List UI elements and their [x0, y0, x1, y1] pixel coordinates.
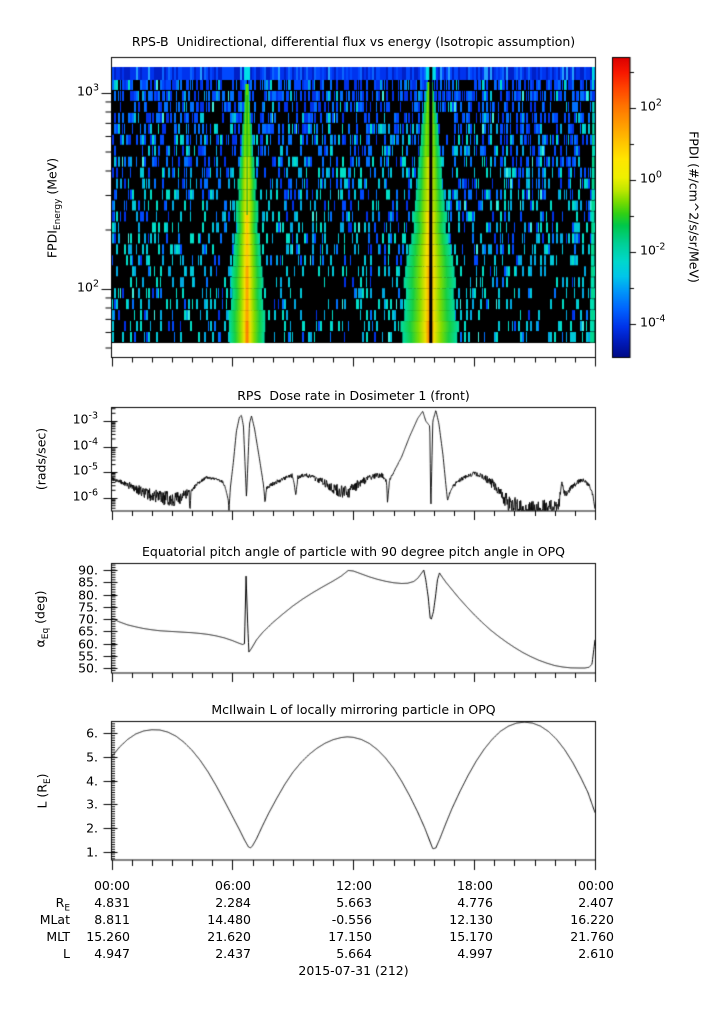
mlat-value: 14.480: [207, 912, 251, 927]
mlt-value: 21.760: [570, 929, 614, 944]
row-label-mlt: MLT: [46, 929, 70, 944]
axis-tick-label: 10-6: [72, 487, 98, 504]
re-value: 4.776: [457, 895, 493, 910]
axis-tick-label: 10-3: [72, 410, 98, 427]
l-value: 5.664: [336, 946, 372, 961]
re-value: 2.407: [578, 895, 614, 910]
footer-row-l: L 4.947 2.437 5.664 4.997 2.610: [0, 947, 725, 963]
time-axis-labels: 00:00 06:00 12:00 18:00 00:00: [0, 879, 725, 895]
mlt-value: 15.170: [449, 929, 493, 944]
l-value: 2.610: [578, 946, 614, 961]
axis-tick-label: 80.: [78, 587, 98, 602]
l-value: 4.997: [457, 946, 493, 961]
time-label: 06:00: [214, 878, 251, 893]
date-label: 2015-07-31 (212): [298, 963, 409, 978]
axis-tick-label: 55.: [78, 648, 98, 664]
axis-tick-label: 10-4: [640, 313, 666, 330]
re-value: 2.284: [215, 895, 251, 910]
axis-tick-label: 90.: [78, 562, 98, 578]
axis-tick-label: 4.: [86, 773, 98, 789]
footer-row-mlt: MLT 15.260 21.620 17.150 15.170 21.760: [0, 930, 725, 946]
spectrogram-ylabel: FPDIEnergy (MeV): [44, 157, 64, 259]
mlat-value: 16.220: [570, 912, 614, 927]
lshell-title: McIlwain L of locally mirroring particle…: [211, 702, 496, 717]
spectrogram-title: RPS-B Unidirectional, differential flux …: [131, 34, 576, 49]
dose-title: RPS Dose rate in Dosimeter 1 (front): [237, 388, 470, 403]
axis-tick-label: 60.: [78, 636, 98, 651]
mlt-value: 15.260: [86, 929, 130, 944]
pitch-title: Equatorial pitch angle of particle with …: [141, 544, 566, 559]
re-value: 5.663: [336, 895, 372, 910]
axis-tick-label: 102: [77, 278, 99, 295]
axis-tick-label: 2.: [86, 820, 98, 836]
axis-tick-label: 10-4: [72, 436, 98, 453]
footer-row-mlat: MLat 8.811 14.480 -0.556 12.130 16.220: [0, 913, 725, 929]
axis-tick-label: 75.: [78, 599, 98, 615]
row-label-re: RE: [55, 895, 70, 914]
axis-tick-label: 10-2: [640, 241, 666, 258]
axis-tick-label: 65.: [78, 623, 98, 639]
axis-tick-label: 1.: [86, 844, 98, 860]
re-value: 4.831: [94, 895, 130, 910]
mlat-value: -0.556: [331, 912, 372, 927]
axis-tick-label: 3.: [86, 796, 98, 812]
row-label-mlat: MLat: [39, 912, 70, 927]
l-value: 2.437: [215, 946, 251, 961]
axis-tick-label: 85.: [78, 574, 98, 590]
mlt-value: 17.150: [328, 929, 372, 944]
date-row: 2015-07-31 (212): [0, 964, 725, 980]
row-label-l: L: [63, 946, 70, 961]
time-label: 12:00: [335, 878, 372, 893]
axis-tick-label: 100: [640, 169, 662, 186]
mlat-value: 12.130: [449, 912, 493, 927]
axis-tick-label: 103: [77, 82, 99, 99]
mlat-value: 8.811: [94, 912, 130, 927]
colorbar-label: FPDI (#/cm^2/s/sr/MeV): [686, 131, 702, 283]
time-label: 00:00: [577, 878, 614, 893]
axis-tick-label: 6.: [86, 725, 98, 741]
axis-tick-label: 102: [640, 97, 662, 114]
time-label: 18:00: [456, 878, 493, 893]
axis-tick-label: 10-5: [72, 461, 98, 478]
axis-tick-label: 50.: [78, 660, 98, 676]
axis-tick-label: 5.: [86, 749, 98, 765]
time-label: 00:00: [93, 878, 130, 893]
axis-tick-label: 70.: [78, 611, 98, 627]
l-value: 4.947: [94, 946, 130, 961]
footer-row-re: RE 4.831 2.284 5.663 4.776 2.407: [0, 895, 725, 914]
mlt-value: 21.620: [207, 929, 251, 944]
